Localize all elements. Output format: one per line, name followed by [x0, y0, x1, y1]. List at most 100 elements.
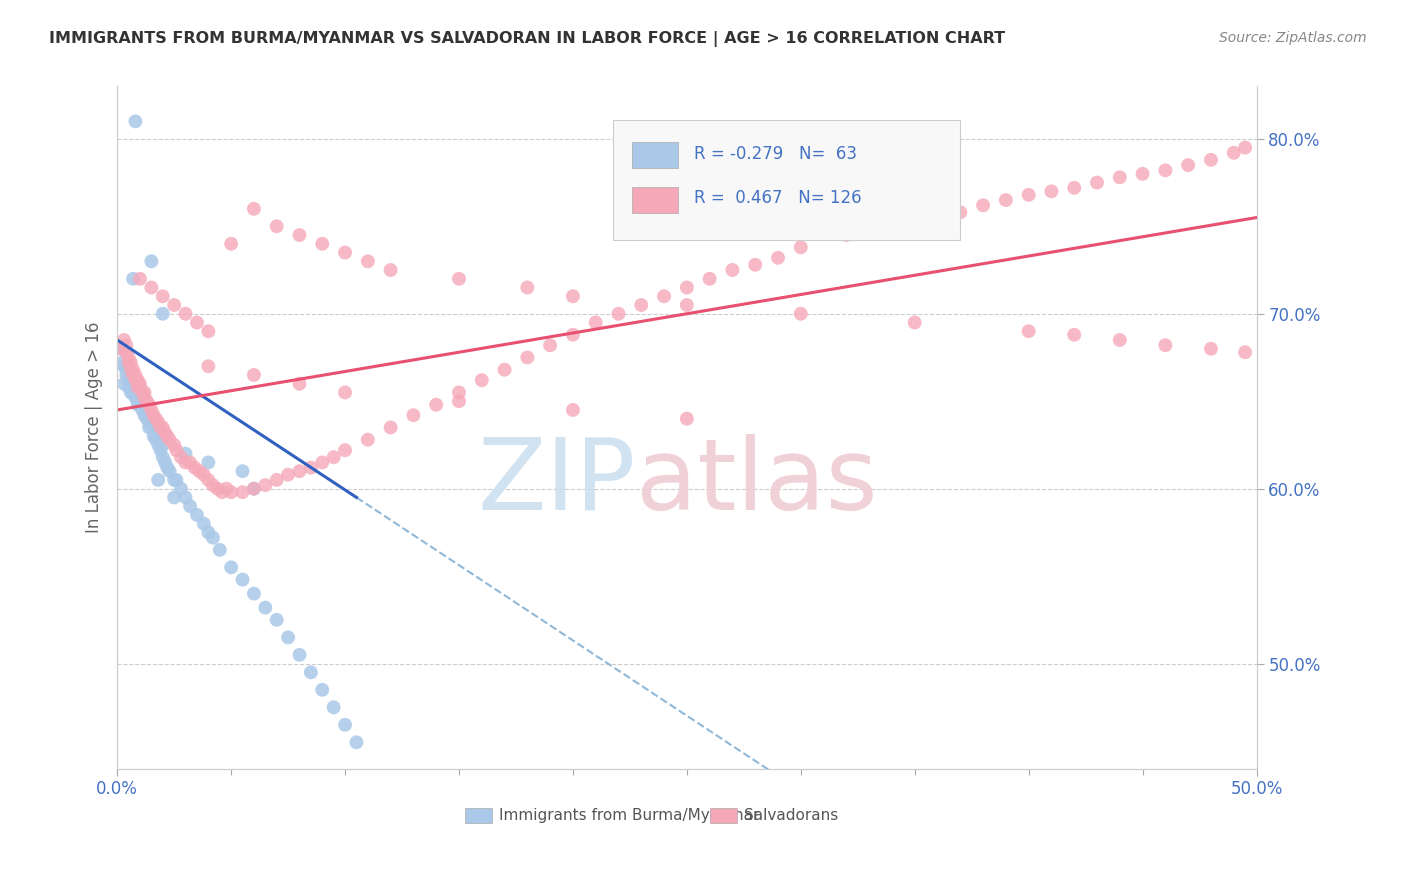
Point [311, 236, 333, 251]
Point [561, 289, 583, 303]
Point [170, 482, 193, 496]
Point [152, 307, 174, 321]
Point [145, 411, 167, 425]
Point [124, 391, 146, 405]
Point [165, 473, 187, 487]
Point [159, 433, 181, 447]
Point [111, 356, 134, 370]
Point [346, 735, 368, 749]
Point [127, 385, 149, 400]
Point [288, 648, 311, 662]
Point [207, 482, 229, 496]
Point [652, 289, 675, 303]
Point [148, 473, 170, 487]
Point [115, 368, 138, 382]
Point [231, 573, 253, 587]
Point [927, 211, 949, 225]
FancyBboxPatch shape [465, 808, 492, 823]
Point [134, 403, 156, 417]
Point [380, 263, 402, 277]
Point [766, 251, 789, 265]
Point [380, 420, 402, 434]
Point [904, 216, 927, 230]
Point [120, 385, 142, 400]
Point [112, 376, 135, 391]
Point [120, 376, 142, 391]
Point [129, 398, 152, 412]
Point [254, 478, 277, 492]
Point [174, 307, 197, 321]
Point [1177, 158, 1199, 172]
Point [183, 460, 205, 475]
Point [141, 403, 163, 417]
Text: IMMIGRANTS FROM BURMA/MYANMAR VS SALVADORAN IN LABOR FORCE | AGE > 16 CORRELATIO: IMMIGRANTS FROM BURMA/MYANMAR VS SALVADO… [49, 31, 1005, 47]
Point [179, 455, 201, 469]
Point [186, 316, 208, 330]
Point [131, 398, 153, 412]
Point [333, 385, 356, 400]
Point [311, 682, 333, 697]
Point [156, 460, 179, 475]
Point [676, 411, 699, 425]
FancyBboxPatch shape [633, 143, 678, 169]
Point [266, 613, 288, 627]
Point [138, 420, 160, 434]
Point [231, 485, 253, 500]
Point [193, 516, 215, 531]
Point [149, 420, 172, 434]
Point [124, 380, 146, 394]
Point [115, 345, 138, 359]
Point [277, 467, 299, 482]
Point [1132, 167, 1154, 181]
Point [1018, 187, 1040, 202]
Point [163, 298, 186, 312]
Point [266, 219, 288, 234]
Point [402, 408, 425, 422]
Point [131, 385, 153, 400]
Point [243, 482, 266, 496]
Y-axis label: In Labor Force | Age > 16: In Labor Force | Age > 16 [86, 322, 103, 533]
Text: Source: ZipAtlas.com: Source: ZipAtlas.com [1219, 31, 1367, 45]
Point [1222, 145, 1244, 160]
Point [425, 398, 447, 412]
Point [333, 245, 356, 260]
Point [138, 415, 160, 429]
Point [124, 385, 146, 400]
Point [333, 718, 356, 732]
Point [288, 464, 311, 478]
Point [1040, 184, 1063, 198]
Point [994, 193, 1017, 207]
Point [561, 327, 583, 342]
Point [1154, 163, 1177, 178]
Point [145, 433, 167, 447]
Point [120, 362, 142, 376]
Point [117, 351, 139, 365]
Point [163, 491, 186, 505]
Point [211, 485, 233, 500]
Point [124, 373, 146, 387]
Point [231, 464, 253, 478]
Point [111, 342, 134, 356]
Point [607, 307, 630, 321]
Point [585, 316, 607, 330]
Point [790, 307, 813, 321]
Point [152, 450, 174, 465]
Point [129, 380, 152, 394]
Point [333, 443, 356, 458]
Point [561, 403, 583, 417]
Point [215, 482, 238, 496]
Point [201, 478, 224, 492]
Point [1234, 140, 1257, 154]
Point [135, 394, 157, 409]
FancyBboxPatch shape [613, 120, 960, 240]
Point [322, 450, 344, 465]
Point [699, 272, 721, 286]
Point [447, 272, 470, 286]
Point [117, 359, 139, 374]
Point [131, 403, 153, 417]
Point [219, 485, 242, 500]
Point [197, 473, 219, 487]
Point [142, 408, 165, 422]
Point [1018, 324, 1040, 338]
Point [127, 391, 149, 405]
